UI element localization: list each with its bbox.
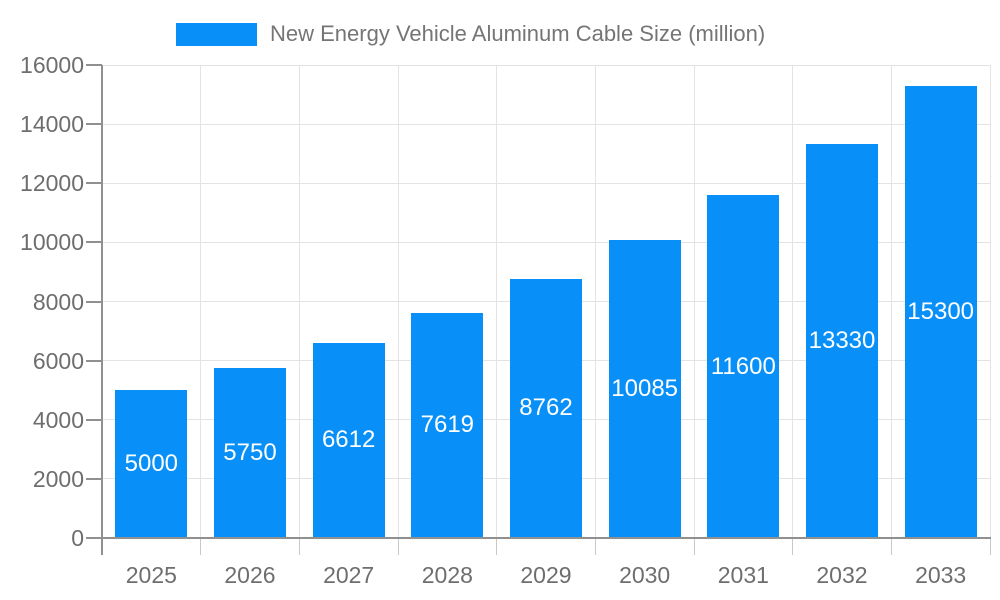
x-tick: [792, 538, 794, 555]
x-tick-label: 2025: [125, 562, 177, 588]
x-tick-label: 2031: [717, 562, 769, 588]
x-tick-label: 2033: [915, 562, 967, 588]
bar-value-label: 13330: [808, 326, 876, 354]
bar: [608, 239, 681, 537]
v-gridline: [890, 65, 892, 538]
h-gridline: [102, 64, 990, 66]
x-tick-label: 2030: [619, 562, 671, 588]
y-tick: [86, 359, 102, 362]
x-tick: [693, 538, 695, 555]
legend-swatch: [176, 22, 257, 46]
y-tick: [86, 64, 102, 66]
x-tick: [890, 538, 892, 555]
v-gridline: [693, 65, 695, 538]
bar: [904, 85, 977, 537]
bar-value-label: 5000: [124, 450, 179, 478]
v-gridline: [496, 65, 498, 538]
bar-value-label: 5750: [223, 439, 277, 466]
bar-value-label: 7619: [420, 411, 475, 439]
x-tick: [594, 538, 596, 555]
x-tick-label: 2027: [323, 562, 375, 588]
x-tick-label: 2032: [816, 562, 868, 588]
v-gridline: [200, 65, 202, 538]
y-tick-label: 6000: [32, 347, 84, 374]
y-tick: [86, 241, 102, 244]
v-gridline: [397, 65, 399, 538]
x-tick: [200, 538, 202, 555]
bar: [806, 143, 878, 537]
y-tick: [86, 182, 102, 185]
y-tick-label: 10000: [20, 229, 84, 256]
x-tick: [298, 538, 300, 555]
bar: [115, 390, 188, 537]
x-axis-line: [86, 537, 991, 539]
x-tick-label: 2026: [224, 562, 276, 588]
v-gridline: [594, 65, 596, 538]
y-tick-label: 2000: [32, 465, 84, 492]
v-gridline: [792, 65, 794, 538]
legend-label: New Energy Vehicle Aluminum Cable Size (…: [270, 21, 766, 46]
h-gridline: [102, 182, 990, 184]
y-tick-label: 12000: [20, 170, 84, 197]
bar: [214, 368, 286, 537]
y-tick: [86, 477, 102, 480]
bar: [707, 195, 780, 537]
bar: [312, 342, 385, 537]
legend-item[interactable]: New Energy Vehicle Aluminum Cable Size (…: [176, 21, 765, 47]
x-tick: [397, 538, 399, 555]
y-tick: [86, 300, 102, 303]
y-tick: [86, 418, 102, 421]
bar-value-label: 15300: [907, 297, 975, 325]
bar-value-label: 8762: [519, 394, 573, 422]
bar-value-label: 6612: [321, 426, 376, 454]
y-tick-label: 8000: [32, 288, 84, 315]
x-tick-label: 2029: [520, 562, 572, 588]
x-tick: [496, 538, 498, 555]
y-tick-label: 4000: [32, 406, 84, 433]
y-tick-label: 14000: [20, 111, 84, 138]
v-gridline: [989, 65, 991, 538]
y-axis-line: [101, 65, 103, 555]
bar: [411, 312, 484, 537]
bar-value-label: 10085: [611, 374, 679, 402]
h-gridline: [102, 123, 990, 125]
y-tick-label: 0: [71, 525, 84, 551]
v-gridline: [298, 65, 300, 538]
bar: [510, 278, 582, 537]
x-tick-label: 2028: [421, 562, 473, 588]
h-gridline: [102, 241, 990, 243]
x-tick: [989, 538, 991, 555]
bar-value-label: 11600: [710, 352, 776, 380]
y-tick: [86, 123, 102, 126]
y-tick-label: 16000: [20, 52, 84, 78]
